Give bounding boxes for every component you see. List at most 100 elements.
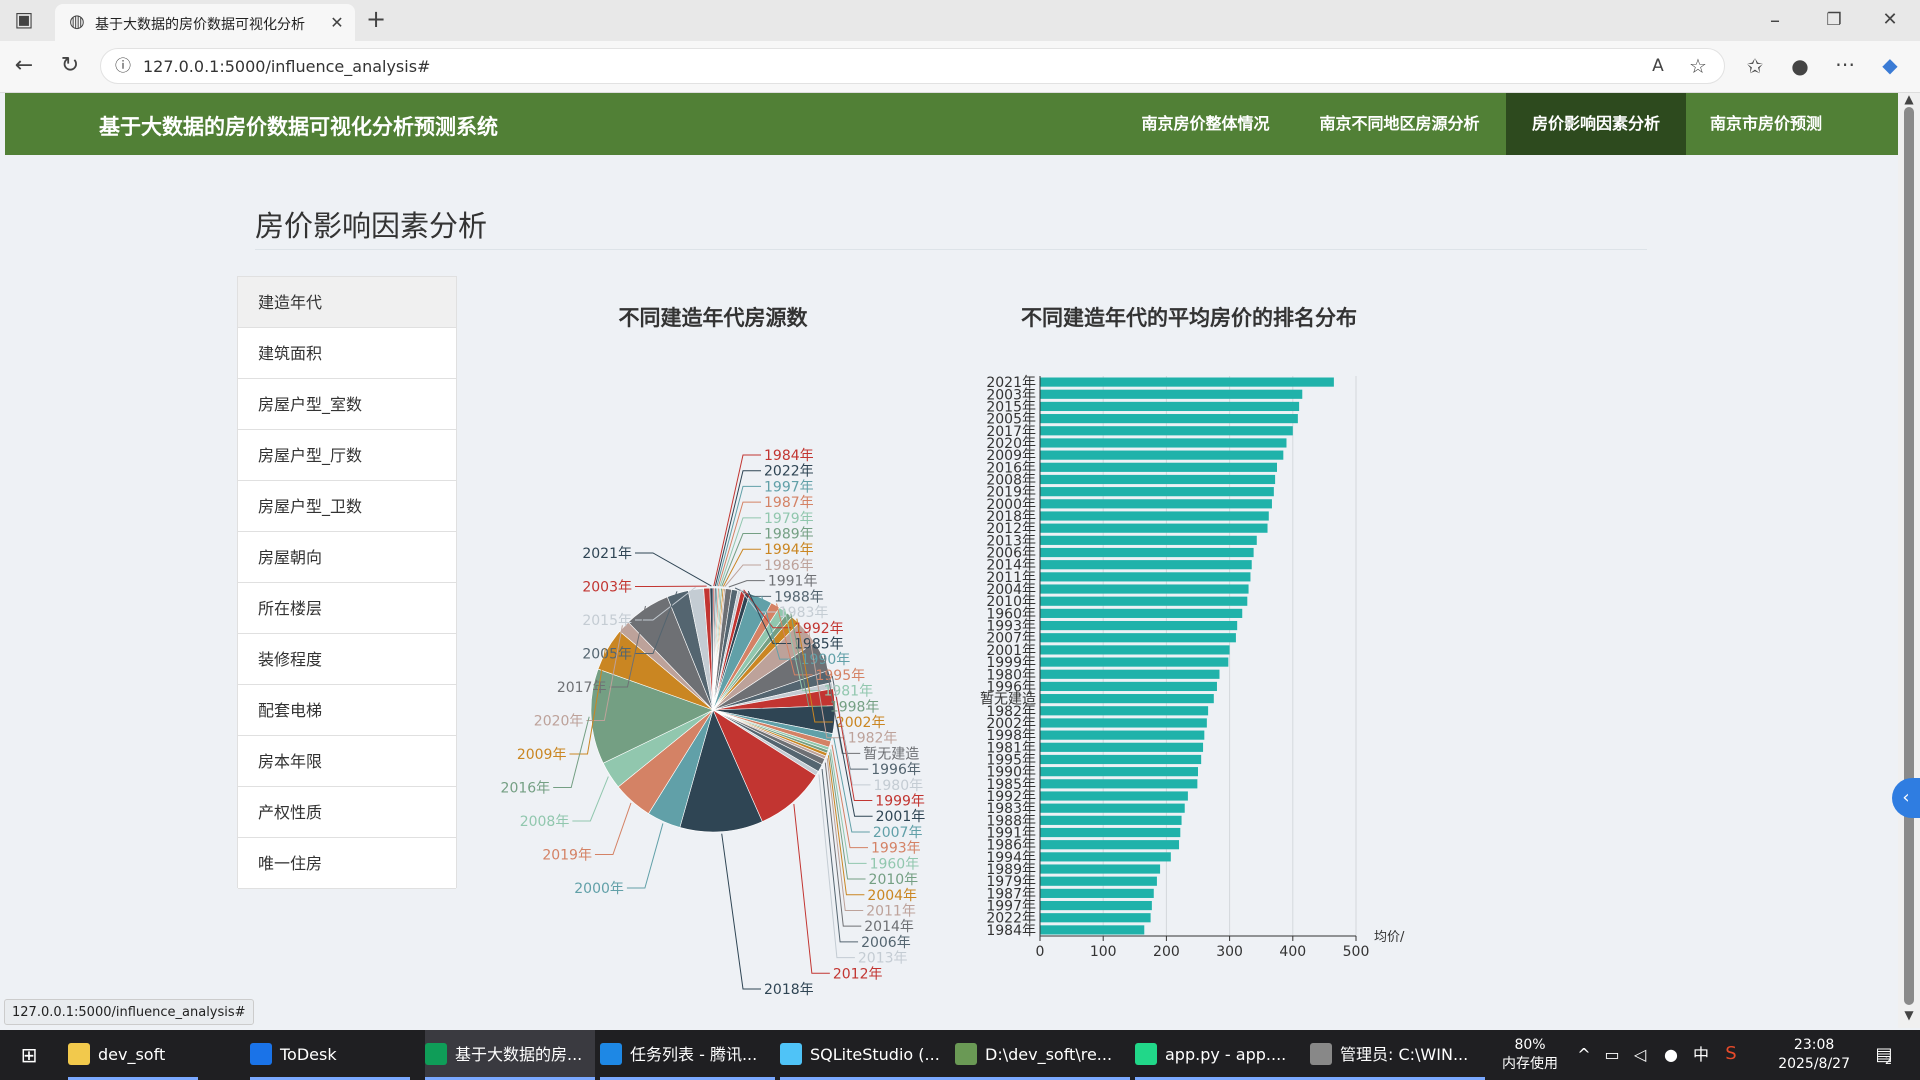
taskbar-app[interactable]: SQLiteStudio (... [780,1030,955,1080]
pie-label-line [635,591,678,654]
close-tab-icon[interactable]: ✕ [330,13,344,32]
sidebar-item[interactable]: 房本年限 [238,736,456,787]
bar-y-label: 1992年 [986,789,1036,805]
bar-rect [1040,864,1161,874]
charts-area: 不同建造年代房源数1984年2022年1997年1987年1979年1989年1… [501,306,1405,998]
pie-label: 2016年 [501,781,551,797]
more-icon[interactable]: ⋯ [1835,52,1855,76]
pie-label-line [569,648,606,755]
close-window-icon[interactable]: ✕ [1882,9,1898,30]
sidebar-item[interactable]: 唯一住房 [238,838,456,889]
pie-label: 1994年 [764,542,814,558]
taskbar-app-label: ToDesk [280,1045,337,1064]
maximize-icon[interactable]: ❐ [1826,10,1842,30]
address-bar[interactable]: ⓘ 127.0.0.1:5000/influence_analysis# A ☆ [100,48,1725,84]
nav-prediction[interactable]: 南京市房价预测 [1709,114,1822,133]
bar-rect [1040,706,1209,716]
collapse-side-panel-button[interactable]: ‹ [1892,778,1920,818]
bar-y-label: 2021年 [986,375,1036,391]
new-tab-icon[interactable]: + [365,5,387,33]
taskbar-app[interactable]: dev_soft [68,1030,198,1080]
pie-label-line [724,564,761,587]
pie-label: 1982年 [848,731,898,747]
taskbar-app[interactable]: 基于大数据的房... [425,1030,595,1080]
scroll-down-icon[interactable]: ▼ [1904,1008,1914,1022]
sogou-icon[interactable]: S [1725,1043,1737,1064]
sidebar-item[interactable]: 装修程度 [238,634,456,685]
pie-label: 1988年 [774,589,824,605]
favorites-icon[interactable]: ✩ [1746,54,1764,78]
windows-start-icon[interactable]: ⊞ [20,1043,38,1067]
microphone-icon[interactable]: ● [1664,1045,1678,1064]
windows-taskbar: ⊞ dev_soft ToDesk 基于大数据的房... 任务列表 - 腾讯... SQ… [0,1030,1920,1080]
bar-rect [1040,438,1287,448]
notification-icon[interactable]: ▤ [1875,1044,1893,1065]
profile-icon[interactable]: ● [1791,54,1809,78]
nav-influence[interactable]: 房价影响因素分析 [1506,93,1686,155]
sidebar-item[interactable]: 配套电梯 [238,685,456,736]
bar-rect [1040,718,1207,728]
title-divider [255,249,1647,250]
pie-label: 1992年 [794,621,844,637]
scrollbar-thumb[interactable] [1904,107,1914,1005]
pie-label: 1986年 [764,558,814,574]
refresh-icon[interactable]: ↻ [60,53,80,78]
site-brand[interactable]: 基于大数据的房价数据可视化分析预测系统 [99,115,498,139]
pie-label: 1995年 [815,668,865,684]
sidebar-item[interactable]: 建筑面积 [238,328,456,379]
vertical-scrollbar[interactable]: ▲ ▼ [1898,92,1920,1028]
taskbar-app[interactable]: ToDesk [250,1030,410,1080]
running-indicator [1135,1077,1310,1080]
network-icon[interactable]: ▭ [1604,1045,1620,1064]
copilot-icon[interactable]: ◆ [1882,53,1898,77]
url-text: 127.0.0.1:5000/influence_analysis# [143,57,431,76]
pie-label-line [721,833,761,990]
back-icon[interactable]: ← [14,53,34,78]
nav-overall[interactable]: 南京房价整体情况 [1141,114,1270,133]
favorite-star-icon[interactable]: ☆ [1689,54,1707,78]
bar-rect [1040,487,1274,497]
running-indicator [68,1077,198,1080]
bar-rect [1040,852,1171,862]
ime-indicator[interactable]: 中 [1692,1045,1709,1064]
bar-y-label: 2019年 [986,485,1036,501]
sidebar-item[interactable]: 房屋朝向 [238,532,456,583]
taskbar-app[interactable]: app.py - app.... [1135,1030,1310,1080]
app-icon [955,1043,977,1065]
tab-actions-icon[interactable]: ▣ [14,7,34,31]
memory-percent: 80% [1514,1037,1546,1053]
sidebar-item[interactable]: 建造年代 [238,277,456,328]
browser-tab[interactable]: ◍ 基于大数据的房价数据可视化分析 ✕ [55,4,355,41]
pie-label-line [728,580,765,588]
memory-indicator[interactable]: 80% 内存使用 [1502,1036,1558,1074]
sidebar-item[interactable]: 房屋户型_厅数 [238,430,456,481]
taskbar-app-label: 任务列表 - 腾讯... [630,1045,758,1064]
tray-chevron-icon[interactable]: ^ [1577,1045,1591,1064]
taskbar-app[interactable]: 任务列表 - 腾讯... [600,1030,775,1080]
bar-y-label: 2008年 [986,472,1036,488]
minimize-icon[interactable]: – [1770,8,1780,32]
scroll-up-icon[interactable]: ▲ [1904,92,1914,106]
status-url: 127.0.0.1:5000/influence_analysis# [4,999,254,1025]
sidebar-item[interactable]: 所在楼层 [238,583,456,634]
system-clock[interactable]: 23:08 2025/8/27 [1778,1036,1850,1074]
sidebar-item[interactable]: 产权性质 [238,787,456,838]
bar-y-label: 2003年 [986,387,1036,403]
volume-icon[interactable]: ◁ [1633,1045,1647,1064]
pie-label-line [722,548,761,587]
sidebar-item[interactable]: 房屋户型_卫数 [238,481,456,532]
bar-rect [1040,499,1272,509]
pie-label: 1997年 [764,479,814,495]
bar-y-label: 2020年 [986,436,1036,452]
taskbar-app[interactable]: D:\dev_soft\re... [955,1030,1130,1080]
bar-rect [1040,450,1284,460]
bar-rect [1040,560,1252,570]
notification-count: 2 [1885,1054,1892,1067]
sidebar-item[interactable]: 房屋户型_室数 [238,379,456,430]
read-aloud-icon[interactable]: A [1652,56,1664,76]
pie-label: 2009年 [517,747,567,763]
address-bar-row: ← ↻ ⓘ 127.0.0.1:5000/influence_analysis#… [0,41,1920,93]
nav-district[interactable]: 南京不同地区房源分析 [1319,114,1480,133]
taskbar-app[interactable]: 管理员: C:\WIN... [1310,1030,1485,1080]
bar-rect [1040,925,1145,935]
